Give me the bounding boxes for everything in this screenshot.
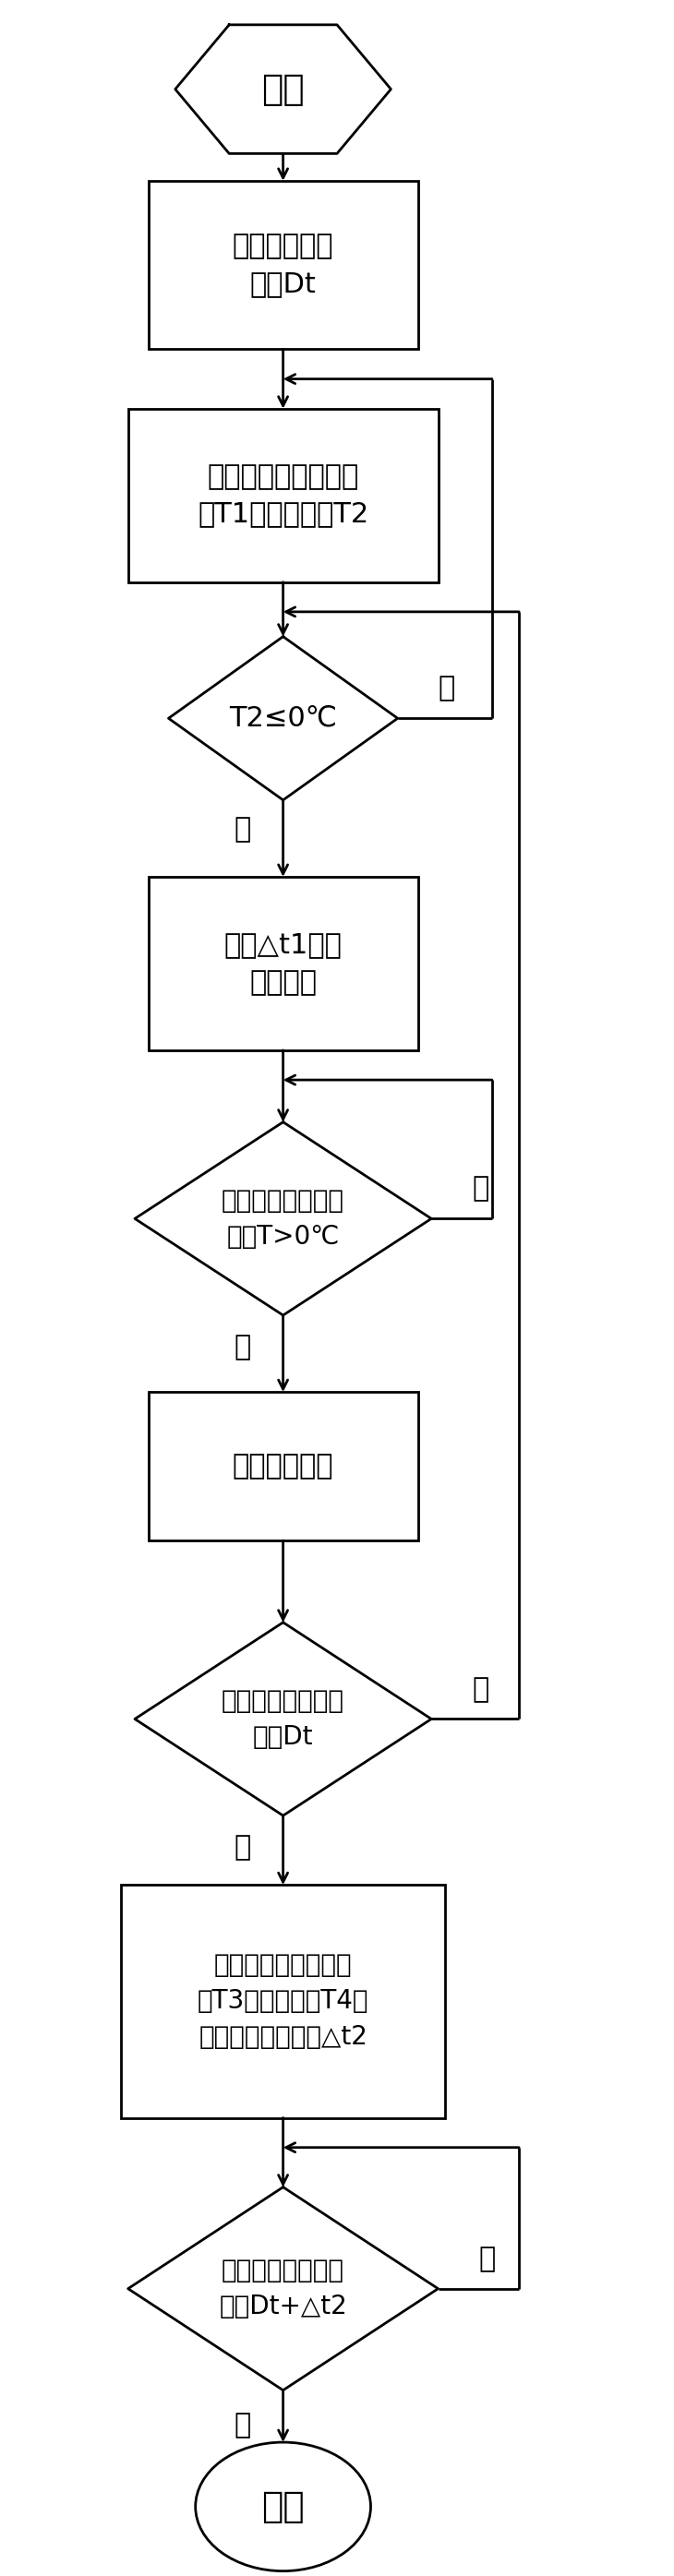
Text: 结束: 结束: [262, 2488, 305, 2524]
Text: 是: 是: [235, 2411, 251, 2439]
Text: 否: 否: [479, 2246, 495, 2272]
Ellipse shape: [195, 2442, 371, 2571]
Text: 是: 是: [235, 1834, 251, 1862]
Text: 判断外部环境实时温
度T1、盘管温度T2: 判断外部环境实时温 度T1、盘管温度T2: [197, 464, 369, 528]
Text: 判断化霜间隔是否
满足Dt: 判断化霜间隔是否 满足Dt: [222, 1687, 344, 1749]
Text: 机组停止化霜: 机组停止化霜: [233, 1453, 334, 1479]
Text: 判断盘管温度是否
达到T>0℃: 判断盘管温度是否 达到T>0℃: [222, 1188, 344, 1249]
FancyBboxPatch shape: [128, 410, 438, 582]
Text: 判断外部环境实时温
度T3、盘管温度T4，
计算延时修正时间△t2: 判断外部环境实时温 度T3、盘管温度T4， 计算延时修正时间△t2: [197, 1953, 369, 2050]
Text: 否: 否: [472, 1677, 489, 1703]
Text: 否: 否: [472, 1175, 489, 1203]
FancyBboxPatch shape: [121, 1886, 445, 2117]
FancyBboxPatch shape: [148, 1391, 418, 1540]
Text: 开始: 开始: [262, 72, 305, 106]
FancyBboxPatch shape: [148, 180, 418, 350]
FancyBboxPatch shape: [148, 876, 418, 1051]
Text: 否: 否: [438, 675, 455, 703]
Text: 设定化霜判断
周期Dt: 设定化霜判断 周期Dt: [233, 232, 334, 296]
Text: T2≤0℃: T2≤0℃: [229, 706, 337, 732]
Text: 延时△t1启动
化霜程序: 延时△t1启动 化霜程序: [224, 933, 342, 994]
Text: 是: 是: [235, 817, 251, 842]
Text: 是: 是: [235, 1334, 251, 1360]
Text: 判断化霜间隔是否
满足Dt+△t2: 判断化霜间隔是否 满足Dt+△t2: [219, 2257, 347, 2318]
